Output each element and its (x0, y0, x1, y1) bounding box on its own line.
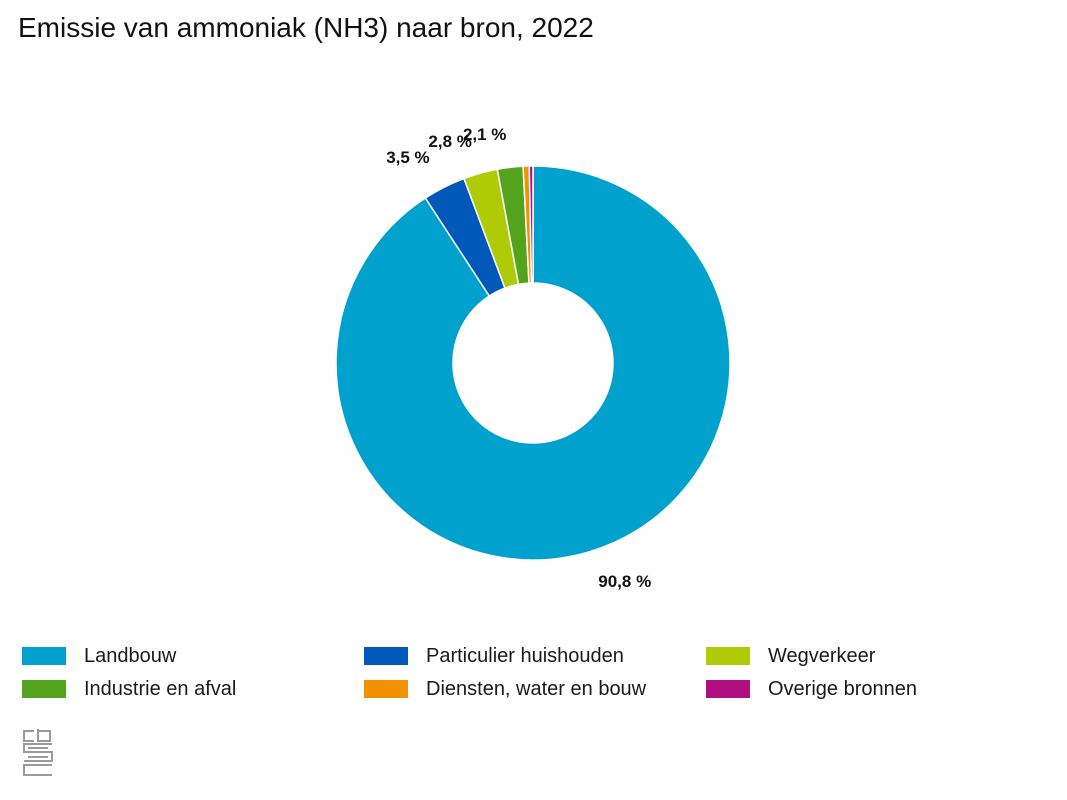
legend-label: Landbouw (84, 644, 177, 667)
donut-chart: 90,8 % 3,5 %2,8 %2,1 % (335, 125, 731, 591)
donut-slices (335, 165, 731, 561)
slice-label-wegverkeer: 2,8 % (428, 132, 471, 151)
legend-label: Overige bronnen (768, 677, 917, 700)
legend-swatch (22, 680, 66, 698)
chart-legend: Landbouw Particulier huishouden Wegverkeer… (22, 645, 1042, 700)
legend-item-diensten-water-en-bouw: Diensten, water en bouw (364, 678, 706, 700)
legend-swatch (22, 647, 66, 665)
legend-item-industrie-en-afval: Industrie en afval (22, 678, 364, 700)
legend-label: Particulier huishouden (426, 644, 624, 667)
slice-overige-bronnen (528, 165, 534, 284)
slice-labels: 90,8 % 3,5 %2,8 %2,1 % (386, 125, 651, 591)
slice-label-landbouw: 90,8 % (598, 572, 651, 591)
legend-label: Wegverkeer (768, 644, 876, 667)
cbs-logo (23, 729, 53, 776)
legend-item-overige-bronnen: Overige bronnen (706, 678, 1042, 700)
chart-title: Emissie van ammoniak (NH3) naar bron, 20… (18, 12, 594, 43)
legend-swatch (364, 680, 408, 698)
legend-item-landbouw: Landbouw (22, 645, 364, 667)
slice-label-industrie-en-afval: 2,1 % (463, 125, 506, 144)
legend-label: Industrie en afval (84, 677, 237, 700)
legend-swatch (706, 647, 750, 665)
legend-label: Diensten, water en bouw (426, 677, 647, 700)
legend-swatch (364, 647, 408, 665)
slice-landbouw (335, 165, 731, 561)
slice-label-particulier-huishouden: 3,5 % (386, 148, 429, 167)
legend-item-particulier-huishouden: Particulier huishouden (364, 645, 706, 667)
legend-item-wegverkeer: Wegverkeer (706, 645, 1042, 667)
legend-swatch (706, 680, 750, 698)
